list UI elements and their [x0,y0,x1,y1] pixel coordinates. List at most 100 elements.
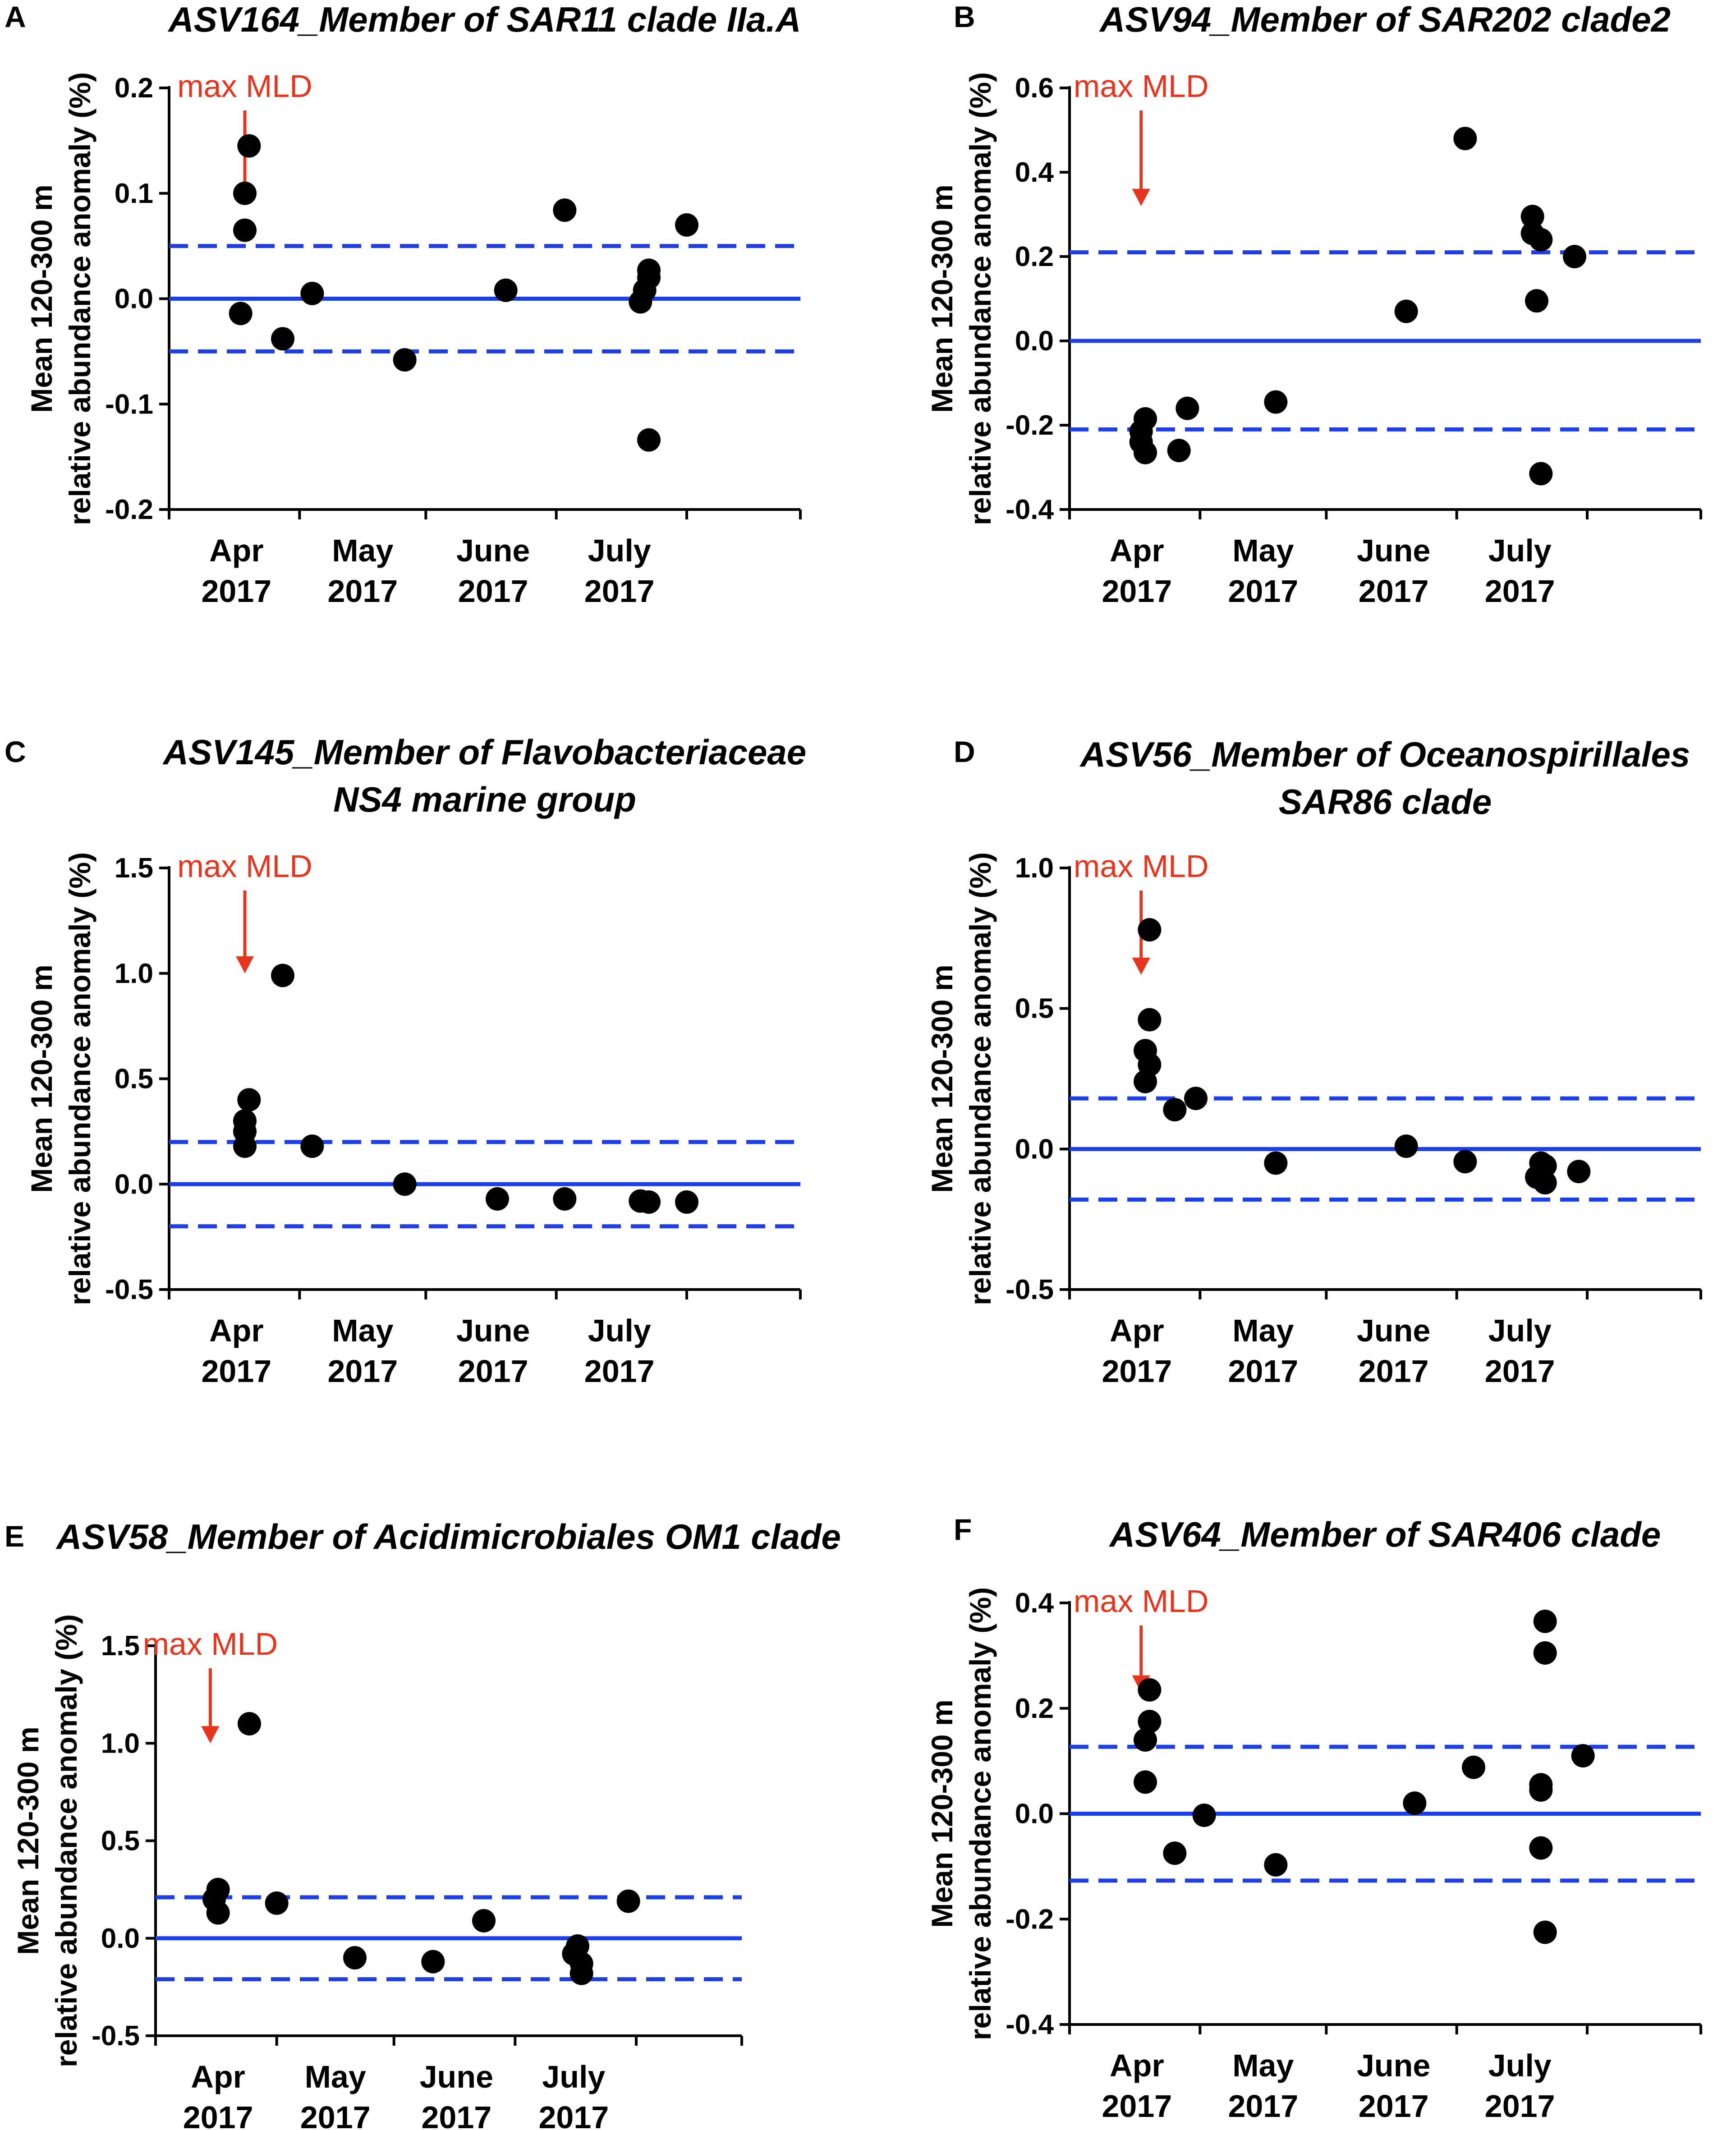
max-mld-label: max MLD [143,1626,278,1662]
x-tick-label-year: 2017 [1485,574,1555,609]
x-tick-label-year: 2017 [1102,574,1172,609]
data-point [1264,1853,1288,1877]
data-point [233,1134,257,1158]
y-axis-label: Mean 120-300 m [25,964,58,1193]
data-point [300,1134,324,1158]
x-tick-label-year: 2017 [1359,2089,1429,2124]
chart-title: ASV58_Member of Acidimicrobiales OM1 cla… [55,1517,841,1556]
data-point [1525,289,1548,313]
x-tick-label-month: July [1488,1313,1552,1348]
data-point [1533,1609,1557,1633]
chart-title: ASV145_Member of Flavobacteriaceae [162,732,806,772]
data-point [271,327,294,351]
y-tick-label: 0.0 [115,284,153,315]
data-point [1138,1008,1162,1032]
data-point [553,198,577,222]
data-point [271,964,294,987]
data-point [553,1187,577,1211]
max-mld-arrowhead [201,1726,220,1744]
data-point [233,181,257,205]
y-tick-label: 0.4 [1015,157,1054,188]
data-point [1134,441,1157,464]
x-tick-label-month: July [1488,2048,1552,2083]
y-tick-label: -0.2 [1006,410,1054,441]
data-point [1163,1841,1187,1865]
y-tick-label: -0.1 [105,389,153,420]
x-tick-label-year: 2017 [1359,1354,1429,1389]
chart-title: ASV56_Member of Oceanospirillales [1079,734,1690,774]
y-tick-label: 1.0 [1015,853,1054,884]
x-tick-label-year: 2017 [1228,2089,1298,2124]
max-mld-label: max MLD [1074,69,1208,104]
x-tick-label-year: 2017 [327,574,398,609]
x-tick-label-year: 2017 [538,2100,609,2130]
data-point [637,258,661,282]
data-point [1453,1150,1477,1174]
panel-letter: C [5,735,26,768]
panel-d: D ASV56_Member of Oceanospirillales SAR86 … [925,734,1702,1389]
data-point [1529,462,1553,486]
x-tick-label-year: 2017 [1485,2089,1555,2124]
data-point [237,134,261,158]
data-point [1163,1098,1187,1122]
x-tick-label-month: Apr [191,2059,245,2094]
x-tick-label-month: July [588,1313,651,1348]
data-point [637,1190,661,1214]
y-axis-label: Mean 120-300 m [925,184,959,413]
panel-letter: F [954,1513,972,1546]
x-tick-label-year: 2017 [1102,1354,1172,1389]
x-tick-label-month: June [456,533,530,568]
data-point [1533,1171,1557,1195]
data-point [1453,127,1477,151]
y-tick-label: 0.2 [1015,241,1054,272]
y-tick-label: -0.4 [1006,2009,1054,2040]
y-axis-label: relative abundance anomaly (%) [964,852,997,1305]
max-mld-label: max MLD [177,849,312,884]
y-tick-label: 1.0 [101,1728,140,1759]
panel-letter: A [5,0,26,33]
data-point [1529,1778,1553,1802]
data-point [1134,1770,1157,1794]
x-tick-label-year: 2017 [584,1354,655,1389]
data-point [1533,1920,1557,1944]
data-point [1520,205,1544,229]
x-tick-label-year: 2017 [458,574,528,609]
y-tick-label: 0.0 [1015,326,1054,357]
panel-f: F ASV64_Member of SAR406 clade Mean 120-30… [925,1513,1702,2124]
data-point [1533,1154,1557,1178]
max-mld-arrowhead [1132,957,1150,975]
data-point [229,302,253,326]
x-tick-label-month: June [456,1313,530,1348]
data-point [1134,1728,1157,1752]
x-tick-label-month: Apr [1110,1313,1164,1348]
y-tick-label: 0.2 [1015,1693,1054,1724]
x-tick-label-year: 2017 [300,2100,371,2130]
x-tick-label-year: 2017 [1228,1354,1298,1389]
data-point [300,281,324,305]
panel-letter: B [954,0,975,33]
max-mld-label: max MLD [1074,1584,1208,1619]
chart-title: ASV94_Member of SAR202 clade2 [1099,0,1671,39]
data-point [1533,1641,1557,1665]
data-point [343,1946,367,1969]
panel-a: A ASV164_Member of SAR11 clade IIa.A Mean … [5,0,802,609]
panel-c: C ASV145_Member of Flavobacteriaceae NS4 m… [5,732,806,1389]
x-tick-label-month: Apr [209,1313,264,1348]
data-point [1571,1744,1595,1767]
y-tick-label: 0.1 [115,178,153,209]
y-tick-label: -0.5 [92,2020,140,2052]
x-tick-label-month: May [1232,2048,1294,2083]
y-axis-label: Mean 120-300 m [925,964,959,1193]
data-point [675,1190,698,1214]
data-point [1184,1087,1208,1111]
data-point [1134,1070,1157,1093]
max-mld-arrowhead [1132,188,1150,206]
y-tick-label: -0.5 [1006,1274,1054,1305]
chart-title: SAR86 clade [1279,782,1492,822]
data-point [1138,1709,1162,1733]
y-tick-label: 0.0 [1015,1134,1054,1165]
y-axis-label: relative abundance anomaly (%) [964,1587,997,2040]
data-point [1264,390,1288,414]
panel-letter: D [954,735,975,768]
